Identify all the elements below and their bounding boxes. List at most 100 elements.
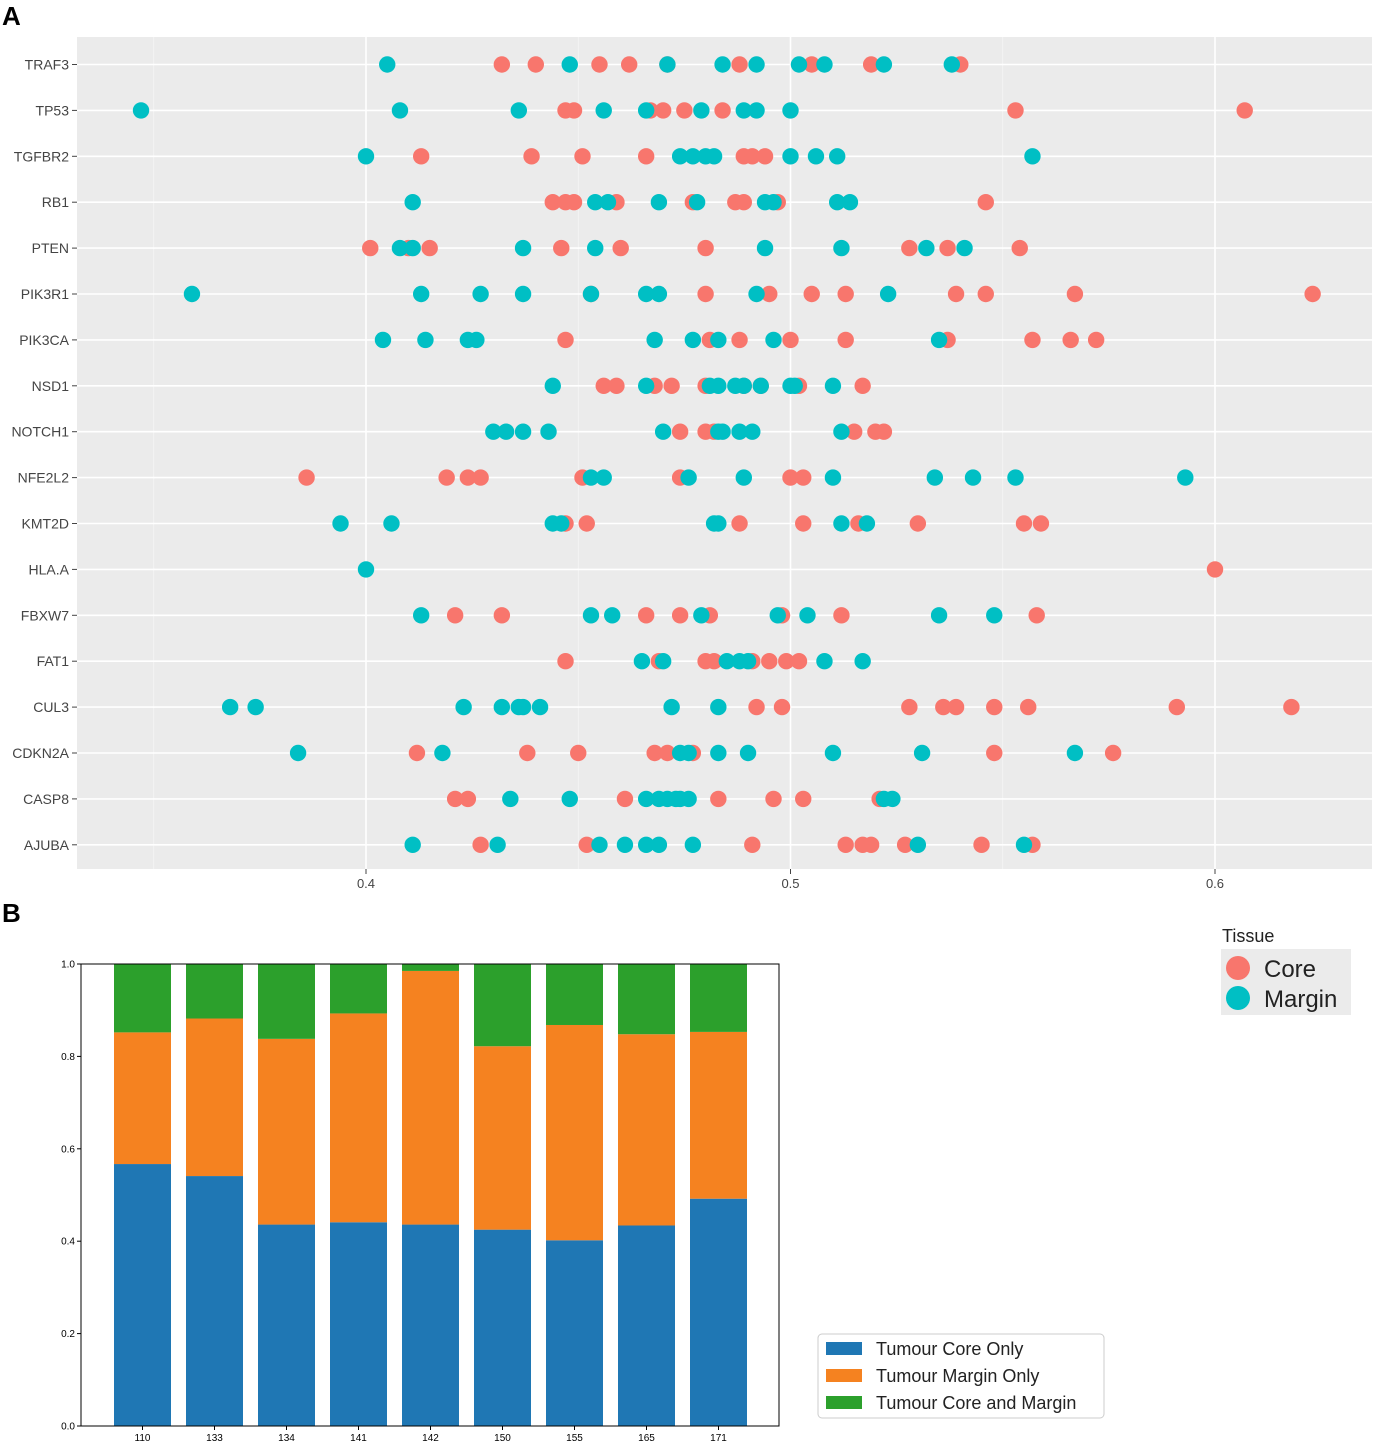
core-point-casp8 bbox=[459, 790, 477, 808]
margin-point-rb1 bbox=[765, 194, 782, 211]
margin-point-fat1 bbox=[654, 653, 672, 670]
margin-point-ajuba bbox=[616, 836, 634, 853]
margin-point-pik3r1 bbox=[879, 285, 897, 303]
core-point-cul3 bbox=[748, 698, 765, 716]
bar-tumour-core-and-margin-141 bbox=[330, 964, 387, 1014]
margin-point-pik3r1 bbox=[412, 285, 430, 303]
margin-point-notch1 bbox=[514, 423, 532, 440]
core-point-kmt2d bbox=[731, 515, 748, 532]
margin-point-nfe2l2 bbox=[964, 469, 982, 486]
core-point-tgfbr2 bbox=[412, 148, 430, 165]
margin-point-pik3r1 bbox=[582, 285, 600, 303]
margin-point-pik3ca bbox=[374, 331, 392, 349]
core-point-fat1 bbox=[790, 653, 808, 670]
core-point-nsd1 bbox=[663, 377, 680, 394]
margin-point-fat1 bbox=[854, 653, 871, 670]
core-point-cul3 bbox=[1168, 698, 1185, 716]
core-point-cul3 bbox=[1020, 698, 1037, 716]
core-point-cdkn2a bbox=[986, 744, 1003, 762]
margin-point-fat1 bbox=[718, 653, 736, 670]
y-tick-label: 1.0 bbox=[61, 960, 75, 971]
dot-plot-gene-labels: TRAF3 TP53 TGFBR2 RB1 PTEN PIK3R1 PIK3CA NSD1 NO… bbox=[11, 57, 77, 853]
margin-point-nfe2l2 bbox=[1177, 469, 1194, 486]
x-tick-label: 0.6 bbox=[1206, 876, 1224, 891]
core-point-tgfbr2 bbox=[574, 148, 591, 165]
core-point-kmt2d bbox=[795, 515, 812, 532]
margin-point-traf3 bbox=[561, 56, 578, 73]
margin-point-tgfbr2 bbox=[684, 148, 702, 165]
bar-tumour-margin-only-155 bbox=[546, 1024, 603, 1241]
core-point-traf3 bbox=[493, 56, 511, 73]
core-point-fbxw7 bbox=[671, 607, 689, 624]
core-point-hla-a bbox=[1206, 561, 1224, 578]
core-point-pik3ca bbox=[1062, 331, 1079, 349]
core-point-fbxw7 bbox=[833, 607, 850, 624]
core-point-cdkn2a bbox=[408, 744, 426, 762]
margin-point-nsd1 bbox=[824, 377, 842, 394]
margin-point-fbxw7 bbox=[769, 607, 786, 624]
margin-point-pik3ca bbox=[646, 331, 663, 349]
margin-point-nsd1 bbox=[735, 377, 753, 394]
bar-tumour-core-and-margin-171 bbox=[690, 964, 747, 1032]
core-point-nfe2l2 bbox=[459, 469, 477, 486]
core-point-pik3r1 bbox=[947, 285, 965, 303]
margin-point-pik3r1 bbox=[514, 285, 532, 303]
margin-point-ajuba bbox=[909, 836, 927, 853]
margin-point-cul3 bbox=[710, 698, 727, 716]
margin-point-fbxw7 bbox=[582, 607, 600, 624]
margin-point-pik3r1 bbox=[472, 285, 489, 303]
margin-point-nfe2l2 bbox=[1007, 469, 1024, 486]
margin-point-traf3 bbox=[943, 56, 961, 73]
core-point-ajuba bbox=[744, 836, 761, 853]
core-point-notch1 bbox=[671, 423, 689, 440]
margin-point-traf3 bbox=[875, 56, 893, 73]
tissue-legend: Tissue Core Margin bbox=[1221, 926, 1351, 1015]
margin-point-cdkn2a bbox=[289, 744, 307, 762]
margin-point-kmt2d bbox=[858, 515, 876, 532]
margin-point-hla-a bbox=[357, 561, 375, 578]
margin-point-casp8 bbox=[502, 790, 519, 808]
margin-point-nsd1 bbox=[710, 377, 727, 394]
core-point-tp53 bbox=[1007, 102, 1024, 119]
margin-point-traf3 bbox=[714, 56, 731, 73]
margin-point-tp53 bbox=[391, 102, 409, 119]
core-point-kmt2d bbox=[1032, 515, 1050, 532]
core-point-pik3ca bbox=[837, 331, 854, 349]
margin-point-cul3 bbox=[247, 698, 264, 716]
margin-point-fat1 bbox=[739, 653, 757, 670]
x-tick-label-141: 141 bbox=[350, 1433, 367, 1441]
core-point-tp53 bbox=[714, 102, 731, 119]
x-tick-label-133: 133 bbox=[206, 1433, 223, 1441]
margin-point-nfe2l2 bbox=[926, 469, 944, 486]
core-point-pten bbox=[939, 239, 956, 257]
core-point-rb1 bbox=[977, 194, 994, 211]
core-point-tp53 bbox=[676, 102, 693, 119]
margin-point-nfe2l2 bbox=[595, 469, 612, 486]
stacked-bar-panel: 0.0 0.2 0.4 0.6 0.8 1.0 110 133 134 141 142 150 155… bbox=[61, 960, 780, 1441]
core-point-casp8 bbox=[765, 790, 782, 808]
margin-point-tgfbr2 bbox=[357, 148, 375, 165]
core-point-fbxw7 bbox=[637, 607, 655, 624]
margin-point-pik3r1 bbox=[637, 285, 655, 303]
margin-point-cul3 bbox=[663, 698, 680, 716]
bar-tumour-margin-only-133 bbox=[186, 1018, 243, 1177]
margin-point-kmt2d bbox=[383, 515, 400, 532]
x-tick-label: 0.5 bbox=[781, 876, 799, 891]
margin-point-fbxw7 bbox=[693, 607, 710, 624]
margin-point-tgfbr2 bbox=[671, 148, 689, 165]
core-point-cdkn2a bbox=[570, 744, 587, 762]
margin-point-casp8 bbox=[561, 790, 578, 808]
bar-tumour-core-and-margin-150 bbox=[474, 964, 531, 1047]
core-point-cul3 bbox=[773, 698, 791, 716]
core-point-pik3ca bbox=[1024, 331, 1041, 349]
margin-point-tgfbr2 bbox=[828, 148, 846, 165]
core-point-notch1 bbox=[875, 423, 893, 440]
tissue-legend-title: Tissue bbox=[1222, 926, 1274, 946]
margin-point-nfe2l2 bbox=[680, 469, 697, 486]
gene-label-pten: PTEN bbox=[32, 240, 69, 256]
margin-point-cdkn2a bbox=[824, 744, 842, 762]
core-point-fbxw7 bbox=[493, 607, 511, 624]
x-tick-label-165: 165 bbox=[638, 1433, 655, 1441]
core-point-pik3r1 bbox=[1304, 285, 1321, 303]
